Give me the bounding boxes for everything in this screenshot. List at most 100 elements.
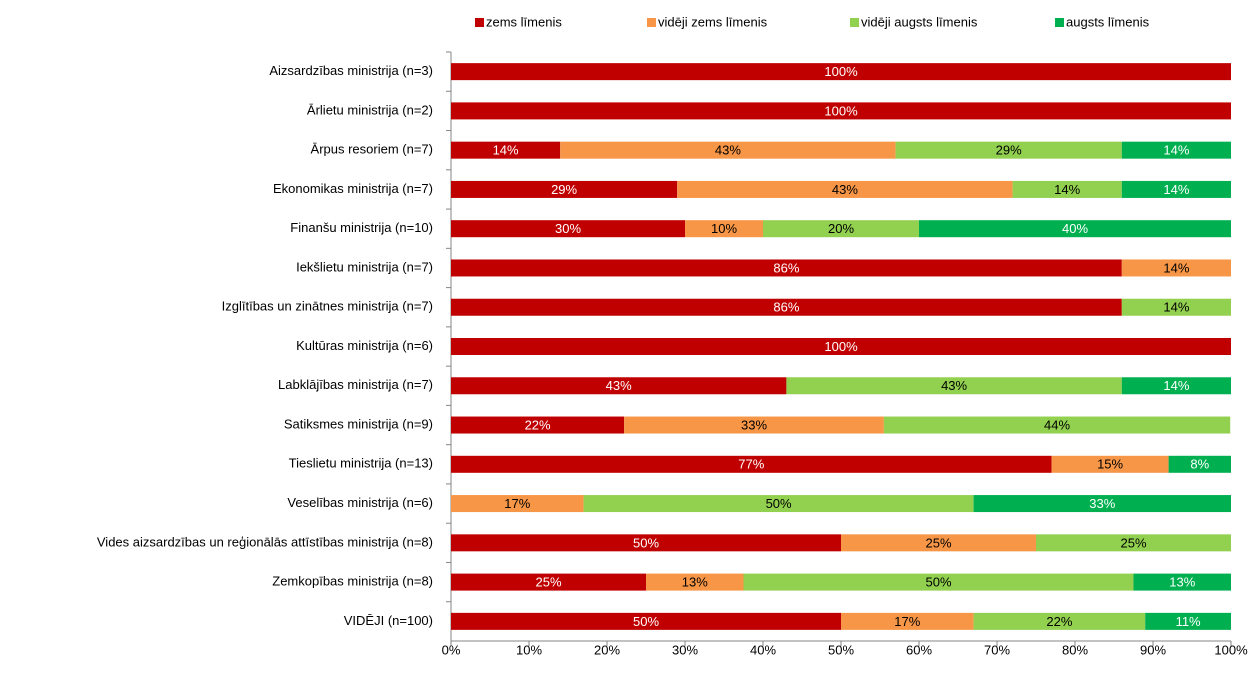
bar-segment bbox=[451, 141, 561, 159]
bar-segment bbox=[1168, 455, 1231, 473]
bar-segment bbox=[451, 102, 1231, 120]
bar-segment bbox=[451, 534, 841, 552]
x-tick-label: 70% bbox=[984, 642, 1010, 657]
legend-label: zems līmenis bbox=[486, 14, 562, 29]
value-label: 14% bbox=[493, 143, 519, 158]
value-label: 17% bbox=[504, 496, 530, 511]
bar-segment bbox=[685, 220, 763, 238]
x-tick-label: 100% bbox=[1214, 642, 1248, 657]
bar-segment bbox=[451, 180, 678, 198]
bar-segment bbox=[451, 612, 841, 630]
bar-segment bbox=[624, 416, 884, 434]
bar-segment bbox=[451, 338, 1231, 355]
bar-segment bbox=[1121, 377, 1231, 395]
value-label: 43% bbox=[606, 378, 632, 393]
value-label: 14% bbox=[1163, 143, 1189, 158]
bar-segment bbox=[1121, 141, 1231, 159]
y-tick-label: Labklājības ministrija (n=7) bbox=[278, 377, 433, 392]
value-label: 22% bbox=[1046, 614, 1072, 629]
x-tick-label: 50% bbox=[828, 642, 854, 657]
x-tick-label: 40% bbox=[750, 642, 776, 657]
value-label: 25% bbox=[1120, 535, 1146, 550]
value-label: 13% bbox=[1169, 575, 1195, 590]
x-tick-label: 10% bbox=[516, 642, 542, 657]
value-label: 17% bbox=[894, 614, 920, 629]
value-label: 14% bbox=[1163, 300, 1189, 315]
legend-swatch bbox=[850, 18, 859, 27]
y-tick-label: Ārlietu ministrija (n=2) bbox=[307, 102, 433, 117]
legend-label: vidēji zems līmenis bbox=[658, 14, 768, 29]
bar-segment bbox=[895, 141, 1122, 159]
bar-segment bbox=[583, 495, 974, 513]
value-label: 43% bbox=[832, 182, 858, 197]
bar-segment bbox=[763, 220, 919, 238]
bar-segment bbox=[451, 259, 1122, 277]
value-label: 33% bbox=[1089, 496, 1115, 511]
value-label: 11% bbox=[1176, 614, 1201, 629]
y-tick-label: Aizsardzības ministrija (n=3) bbox=[269, 63, 433, 78]
bar-segment bbox=[973, 612, 1146, 630]
value-label: 43% bbox=[715, 143, 741, 158]
legend-label: augsts līmenis bbox=[1066, 14, 1150, 29]
x-tick-label: 60% bbox=[906, 642, 932, 657]
value-label: 50% bbox=[633, 535, 659, 550]
value-label: 100% bbox=[824, 64, 858, 79]
value-label: 15% bbox=[1097, 457, 1123, 472]
y-tick-label: Izglītības un zinātnes ministrija (n=7) bbox=[222, 299, 433, 314]
y-tick-label: Ārpus resoriem (n=7) bbox=[311, 142, 433, 157]
value-label: 50% bbox=[925, 575, 951, 590]
bar-segment bbox=[646, 573, 744, 591]
bar-segment bbox=[451, 377, 787, 395]
value-label: 22% bbox=[525, 417, 551, 432]
bar-segment bbox=[1012, 180, 1122, 198]
bar-segment bbox=[451, 220, 685, 238]
y-tick-label: Veselības ministrija (n=6) bbox=[287, 495, 433, 510]
value-label: 30% bbox=[555, 221, 581, 236]
bar-segment bbox=[973, 495, 1231, 513]
bar-segment bbox=[1145, 612, 1231, 630]
y-tick-label: Satiksmes ministrija (n=9) bbox=[284, 416, 433, 431]
value-label: 20% bbox=[828, 221, 854, 236]
value-label: 29% bbox=[551, 182, 577, 197]
bar-segment bbox=[1121, 259, 1231, 277]
legend-swatch bbox=[1055, 18, 1064, 27]
bar-segment bbox=[560, 141, 896, 159]
value-label: 77% bbox=[738, 457, 764, 472]
x-tick-label: 0% bbox=[442, 642, 461, 657]
bar-segment bbox=[919, 220, 1231, 238]
value-label: 29% bbox=[996, 143, 1022, 158]
value-label: 10% bbox=[711, 221, 737, 236]
bar-segment bbox=[841, 534, 1036, 552]
value-label: 14% bbox=[1054, 182, 1080, 197]
y-tick-label: Ekonomikas ministrija (n=7) bbox=[273, 181, 433, 196]
value-label: 100% bbox=[824, 339, 858, 354]
value-label: 86% bbox=[773, 260, 799, 275]
value-label: 44% bbox=[1044, 417, 1070, 432]
value-label: 13% bbox=[682, 575, 708, 590]
y-tick-label: Tieslietu ministrija (n=13) bbox=[289, 456, 433, 471]
legend-label: vidēji augsts līmenis bbox=[861, 14, 978, 29]
x-tick-label: 90% bbox=[1140, 642, 1166, 657]
value-label: 43% bbox=[941, 378, 967, 393]
x-tick-label: 80% bbox=[1062, 642, 1088, 657]
x-tick-label: 30% bbox=[672, 642, 698, 657]
y-tick-label: Iekšlietu ministrija (n=7) bbox=[296, 259, 433, 274]
y-tick-label: Kultūras ministrija (n=6) bbox=[296, 338, 433, 353]
bar-segment bbox=[451, 416, 625, 434]
bar-segment bbox=[1133, 573, 1231, 591]
y-tick-label: Finanšu ministrija (n=10) bbox=[290, 220, 433, 235]
value-label: 100% bbox=[824, 103, 858, 118]
bar-segment bbox=[451, 495, 584, 513]
y-tick-label: Zemkopības ministrija (n=8) bbox=[272, 574, 433, 589]
legend-swatch bbox=[475, 18, 484, 27]
value-label: 40% bbox=[1062, 221, 1088, 236]
value-label: 8% bbox=[1190, 457, 1209, 472]
bar-segment bbox=[1121, 298, 1231, 316]
value-label: 33% bbox=[741, 417, 767, 432]
value-label: 25% bbox=[925, 535, 951, 550]
legend-swatch bbox=[647, 18, 656, 27]
bar-segment bbox=[786, 377, 1122, 395]
bar-segment bbox=[451, 455, 1052, 473]
value-label: 50% bbox=[633, 614, 659, 629]
